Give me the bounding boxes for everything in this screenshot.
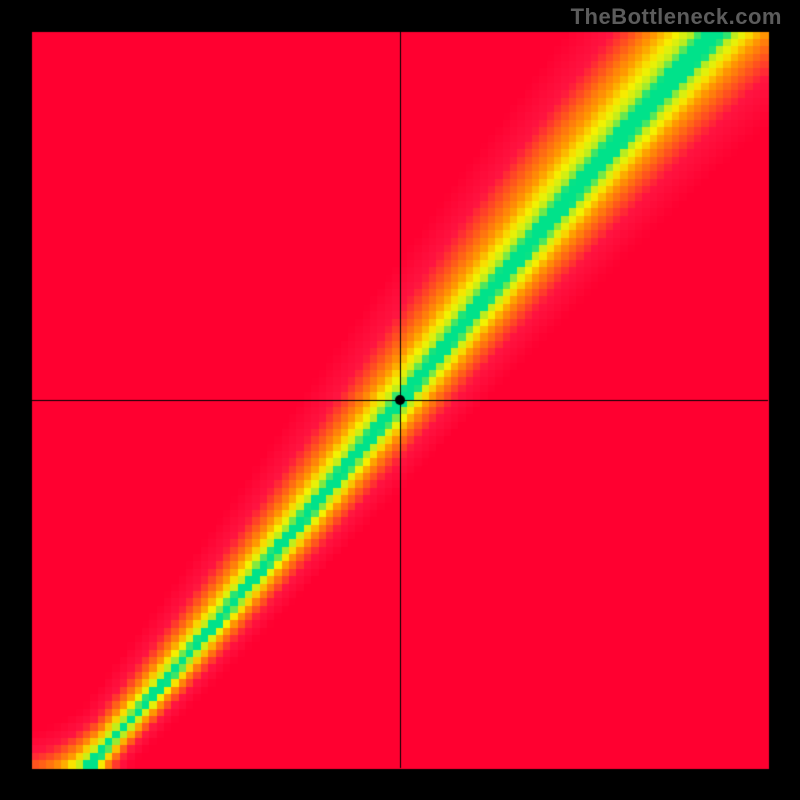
bottleneck-heatmap xyxy=(0,0,800,800)
chart-container: TheBottleneck.com xyxy=(0,0,800,800)
watermark-text: TheBottleneck.com xyxy=(571,4,782,30)
